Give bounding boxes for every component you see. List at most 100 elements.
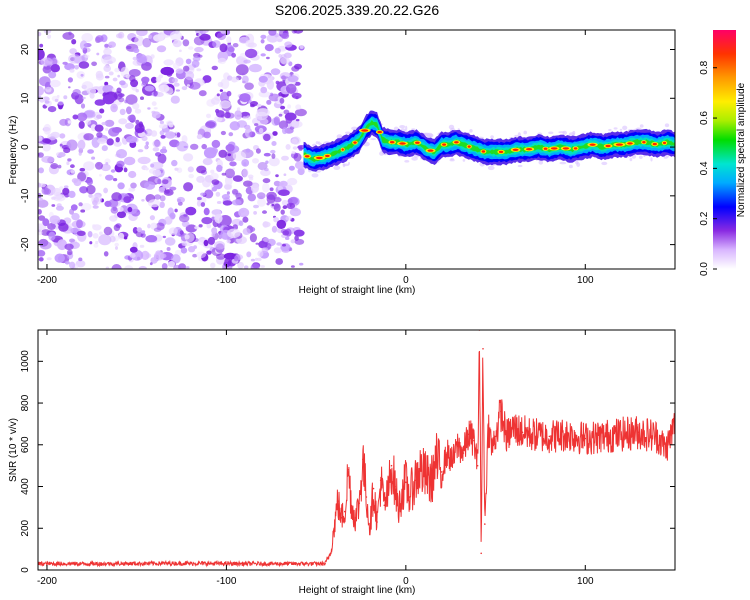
- noise-blob: [185, 206, 197, 216]
- noise-blob: [266, 56, 270, 60]
- noise-blob: [247, 42, 257, 48]
- noise-blob: [128, 69, 141, 77]
- noise-blob: [294, 63, 302, 70]
- bottom-y-tick-label: 0: [20, 567, 31, 573]
- noise-blob: [99, 174, 102, 177]
- noise-blob: [226, 239, 231, 244]
- noise-blob: [286, 202, 296, 210]
- noise-blob: [64, 63, 75, 71]
- noise-blob: [55, 205, 64, 211]
- noise-blob: [175, 89, 180, 92]
- noise-blob: [256, 192, 266, 200]
- noise-blob: [47, 133, 57, 141]
- bottom-y-tick-label: 400: [20, 478, 31, 495]
- snr-point: [171, 562, 174, 565]
- noise-blob: [83, 161, 95, 171]
- noise-blob: [294, 81, 301, 86]
- noise-blob: [205, 121, 216, 128]
- snr-point: [602, 435, 604, 438]
- ridge-halo-speck: [608, 128, 612, 132]
- ridge-peak: [543, 147, 548, 150]
- noise-blob: [234, 110, 242, 120]
- noise-blob: [291, 92, 302, 99]
- noise-blob: [92, 224, 96, 228]
- noise-blob: [116, 160, 125, 168]
- noise-blob: [231, 188, 239, 195]
- ridge-halo-speck: [622, 125, 628, 130]
- noise-blob: [138, 265, 147, 269]
- noise-blob: [169, 30, 183, 41]
- noise-blob: [93, 197, 100, 203]
- noise-blob: [115, 246, 118, 250]
- noise-blob: [219, 89, 223, 92]
- snr-point: [620, 433, 622, 436]
- noise-blob: [285, 236, 290, 240]
- noise-blob: [160, 66, 175, 76]
- noise-blob: [97, 137, 107, 144]
- snr-point: [446, 452, 448, 454]
- snr-point: [484, 523, 486, 525]
- noise-blob: [227, 228, 241, 239]
- noise-blob: [257, 250, 264, 257]
- noise-blob: [172, 39, 182, 48]
- ridge-halo-speck: [568, 132, 575, 136]
- noise-blob: [185, 58, 192, 65]
- noise-blob: [183, 182, 194, 192]
- noise-blob: [282, 205, 288, 210]
- noise-blob: [243, 162, 247, 167]
- noise-blob: [183, 65, 190, 72]
- ridge-halo-speck: [469, 129, 473, 133]
- noise-blob: [294, 238, 305, 245]
- ridge-halo-speck: [559, 161, 567, 165]
- ridge-band-0: [303, 110, 675, 172]
- noise-blob: [74, 65, 79, 70]
- noise-blob: [159, 201, 165, 208]
- noise-blob: [159, 120, 164, 125]
- noise-blob: [91, 156, 96, 160]
- noise-blob: [181, 135, 188, 144]
- noise-blob: [41, 155, 55, 164]
- snr-point: [451, 460, 454, 463]
- noise-blob: [70, 170, 75, 174]
- colorbar-gradient: [713, 30, 736, 269]
- snr-point: [530, 433, 533, 436]
- noise-blob: [242, 168, 249, 178]
- noise-blob: [46, 257, 52, 261]
- noise-blob: [177, 198, 182, 203]
- noise-blob: [113, 178, 118, 182]
- noise-blob: [258, 75, 268, 83]
- noise-blob: [174, 208, 178, 213]
- noise-blob: [216, 253, 226, 260]
- ridge-peak: [512, 148, 519, 151]
- noise-blob: [69, 238, 75, 243]
- ridge-peak: [498, 150, 504, 154]
- snr-point: [340, 517, 343, 519]
- noise-blob: [268, 30, 277, 36]
- noise-blob: [55, 226, 59, 230]
- noise-blob: [125, 122, 134, 129]
- noise-blob: [238, 207, 250, 218]
- noise-blob: [110, 169, 116, 173]
- noise-blob: [76, 112, 88, 122]
- ridge-halo-speck: [345, 131, 351, 135]
- ridge-peak: [662, 141, 667, 145]
- noise-blob: [72, 89, 81, 96]
- noise-blob: [81, 203, 92, 211]
- noise-blob: [203, 147, 217, 159]
- noise-blob: [38, 250, 46, 257]
- ridge-halo-speck: [490, 135, 494, 139]
- noise-blob: [185, 224, 198, 233]
- snr-point: [297, 562, 300, 565]
- noise-blob: [134, 35, 145, 47]
- noise-blob: [221, 172, 227, 176]
- noise-blob: [96, 52, 100, 56]
- noise-blob: [279, 180, 288, 187]
- noise-blob: [225, 168, 235, 179]
- noise-blob: [262, 182, 270, 193]
- noise-blob: [171, 159, 178, 167]
- noise-blob: [172, 78, 178, 83]
- bottom-y-tick-label: 200: [20, 519, 31, 536]
- colorbar-tick-label: 0.4: [699, 161, 710, 175]
- ridge-peak: [353, 141, 357, 144]
- colorbar-tick-label: 0.8: [699, 60, 710, 74]
